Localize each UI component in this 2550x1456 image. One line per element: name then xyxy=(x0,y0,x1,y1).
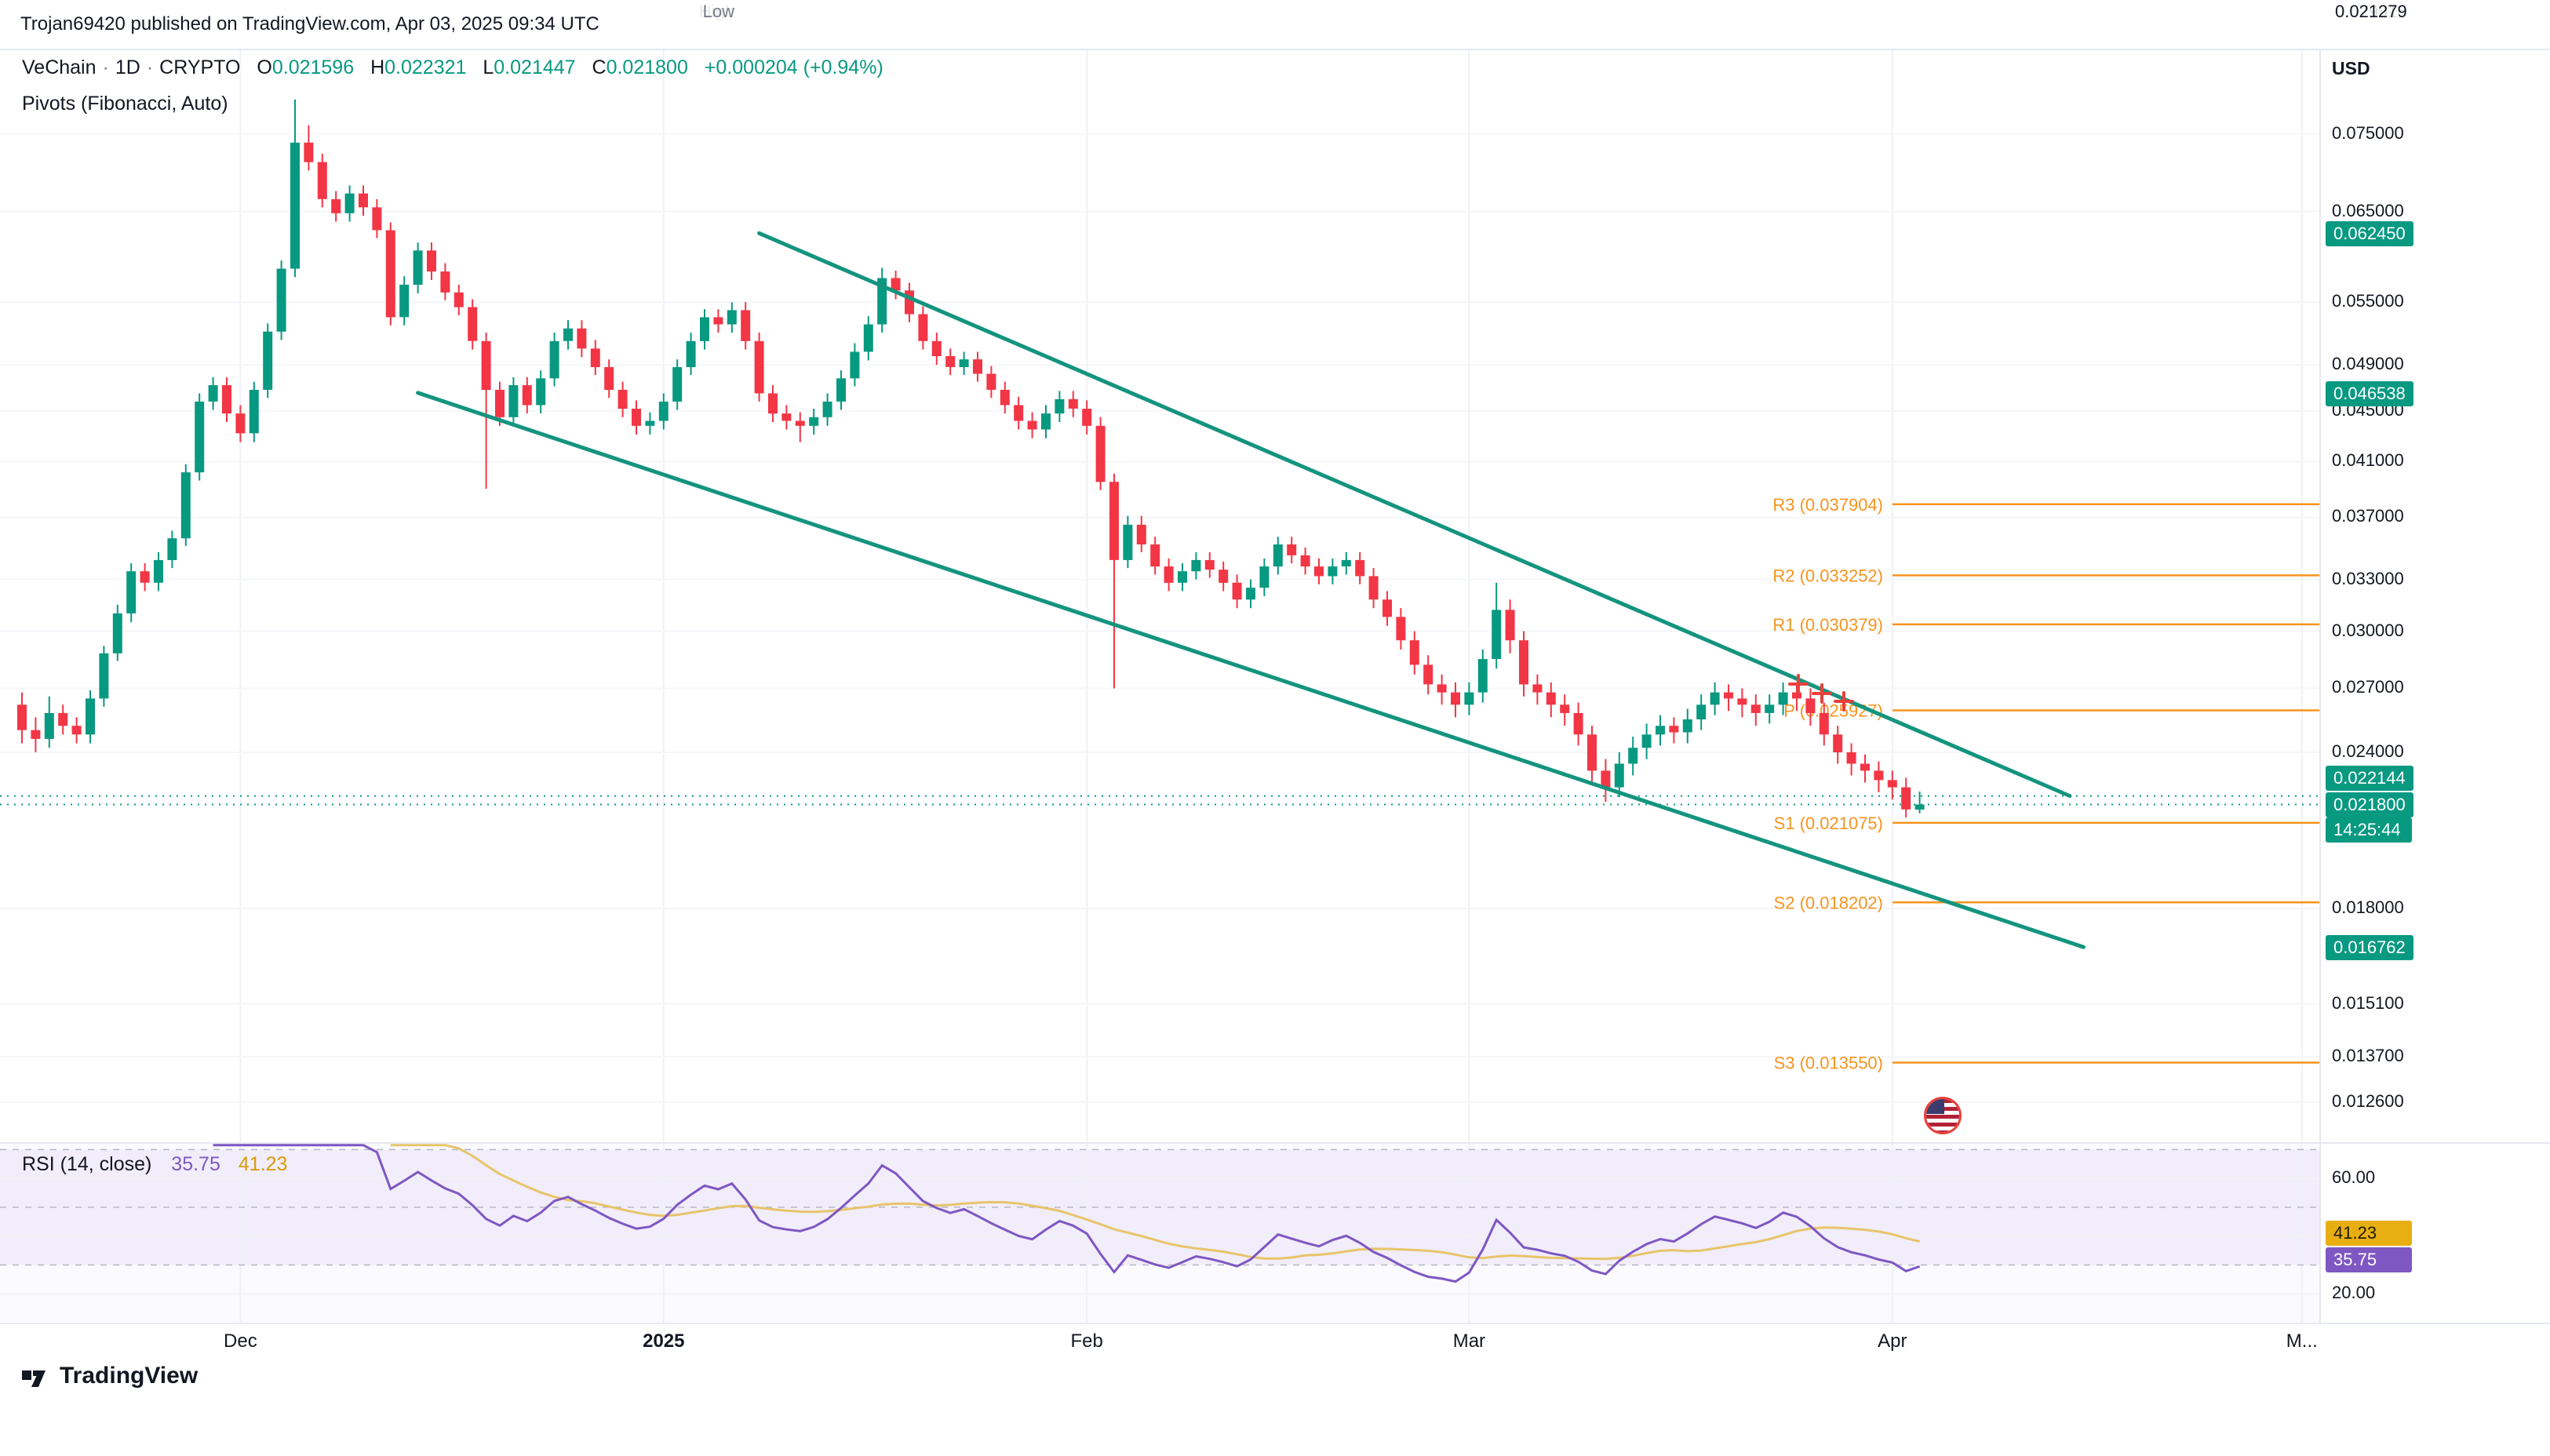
rsi-ma-line[interactable] xyxy=(390,1144,1920,1261)
upper-channel-line[interactable] xyxy=(757,231,2072,799)
price-tick-label: 0.012600 xyxy=(2332,1090,2404,1111)
low-marker-label: Low xyxy=(696,0,741,24)
rsi-value-badge: 35.75 xyxy=(2326,1247,2412,1273)
pivot-label: S2 (0.018202) xyxy=(1774,893,1883,912)
time-axis-label: Mar xyxy=(1452,1330,1486,1352)
candles-layer xyxy=(17,99,1925,818)
exchange-label: CRYPTO xyxy=(159,56,241,78)
low-value: 0.021447 xyxy=(494,56,576,78)
pivot-label: R3 (0.037904) xyxy=(1772,495,1883,515)
rsi-indicator-label: RSI (14, close) xyxy=(22,1153,152,1175)
price-level-badge: 0.046538 xyxy=(2326,380,2413,406)
tradingview-logo-icon[interactable] xyxy=(20,1362,49,1390)
pane-separator[interactable] xyxy=(0,1142,2550,1144)
price-tick-label: 0.041000 xyxy=(2332,450,2404,471)
price-axis-separator xyxy=(2319,50,2321,1357)
publish-header: Trojan69420 published on TradingView.com… xyxy=(0,0,2550,50)
price-tick-label: 0.075000 xyxy=(2332,122,2404,143)
low-label: L xyxy=(483,56,494,78)
publish-text: Trojan69420 published on TradingView.com… xyxy=(20,13,599,35)
rsi-tick-label: 20.00 xyxy=(2332,1283,2376,1303)
pivot-label: R1 (0.030379) xyxy=(1772,615,1883,635)
price-tick-label: 0.037000 xyxy=(2332,506,2404,526)
interval-label: 1D xyxy=(115,56,140,78)
currency-label: USD xyxy=(2332,58,2370,78)
price-tick-label: 0.049000 xyxy=(2332,354,2404,374)
red-cross-icon xyxy=(1812,683,1832,704)
high-label: H xyxy=(370,56,385,78)
price-level-badge: 0.062450 xyxy=(2326,221,2413,247)
change-value: +0.000204 (+0.94%) xyxy=(704,56,883,78)
price-tick-label: 0.015100 xyxy=(2332,992,2404,1013)
close-label: C xyxy=(592,56,607,78)
price-chart-pane[interactable]: R3 (0.037904) R2 (0.033252) R1 (0.030379) P… xyxy=(0,50,2319,1142)
time-axis[interactable]: Dec 2025 Feb Mar Apr M... xyxy=(0,1323,2550,1359)
price-tick-label: 0.065000 xyxy=(2332,200,2404,220)
open-label: O xyxy=(257,56,272,78)
rsi-gridlines xyxy=(0,1144,2319,1323)
gridlines-layer xyxy=(0,50,2319,1142)
price-tick-label: 0.027000 xyxy=(2332,677,2404,697)
lower-channel-line[interactable] xyxy=(416,391,2086,949)
red-cross-icon xyxy=(1788,674,1809,694)
price-tick-label: 0.013700 xyxy=(2332,1045,2404,1065)
red-cross-icon xyxy=(1834,691,1854,712)
time-axis-label: 2025 xyxy=(643,1330,685,1352)
price-axis[interactable]: USD 0.075000 0.065000 0.055000 0.049000 0.04… xyxy=(2321,0,2550,1456)
rsi-ma-value: 41.23 xyxy=(238,1153,288,1175)
symbol-name: VeChain xyxy=(22,56,97,78)
pivot-label: S1 (0.021075) xyxy=(1774,814,1883,833)
pivot-lines-layer: R3 (0.037904)R2 (0.033252)R1 (0.030379)P… xyxy=(1772,495,2319,1072)
close-value: 0.021800 xyxy=(606,56,688,78)
price-tick-label: 0.045000 xyxy=(2332,400,2404,420)
rsi-value: 35.75 xyxy=(171,1153,220,1175)
flag-canton xyxy=(1926,1099,1945,1115)
bar-countdown-badge: 14:25:44 xyxy=(2326,817,2412,843)
rsi-axis[interactable]: 60.00 20.00 41.23 35.75 xyxy=(2321,0,2550,1456)
open-value: 0.021596 xyxy=(271,56,355,78)
price-tick-label: 0.030000 xyxy=(2332,620,2404,640)
price-level-badge: 0.022144 xyxy=(2326,766,2413,792)
time-axis-label: Feb xyxy=(1070,1330,1103,1352)
rsi-legend: RSI (14, close) 35.75 41.23 xyxy=(22,1153,287,1176)
tradingview-brand[interactable]: TradingView xyxy=(60,1363,199,1389)
time-axis-label: Apr xyxy=(1878,1330,1907,1352)
us-flag-event-icon[interactable] xyxy=(1924,1097,1962,1134)
indicator-legend: Pivots (Fibonacci, Auto) xyxy=(22,93,228,115)
rsi-line[interactable] xyxy=(213,1144,1921,1283)
price-tick-label: 0.033000 xyxy=(2332,568,2404,588)
price-level-lines xyxy=(0,795,2319,806)
price-level-badge: 0.016762 xyxy=(2326,935,2413,961)
symbol-legend: VeChain · 1D · CRYPTO O0.021596 H0.022321 L0… xyxy=(22,56,883,78)
rsi-background xyxy=(0,1144,2319,1323)
red-cross-annotations xyxy=(1788,674,1854,712)
last-price-badge: 0.021800 xyxy=(2326,792,2413,818)
price-tick-label: 0.018000 xyxy=(2332,897,2404,917)
rsi-value-badge: 41.23 xyxy=(2326,1221,2412,1247)
footer: TradingView xyxy=(20,1362,198,1390)
pivot-label: S3 (0.013550) xyxy=(1774,1053,1883,1072)
time-axis-label: M... xyxy=(2286,1330,2318,1352)
low-marker-value: 0.021279 xyxy=(2332,0,2410,24)
price-tick-label: 0.055000 xyxy=(2332,291,2404,311)
rsi-pane[interactable] xyxy=(0,1144,2319,1323)
price-tick-label: 0.024000 xyxy=(2332,741,2404,761)
time-axis-label: Dec xyxy=(224,1330,257,1352)
rsi-tick-label: 60.00 xyxy=(2332,1167,2376,1188)
high-value: 0.022321 xyxy=(384,56,467,78)
pivot-label: R2 (0.033252) xyxy=(1772,566,1883,585)
